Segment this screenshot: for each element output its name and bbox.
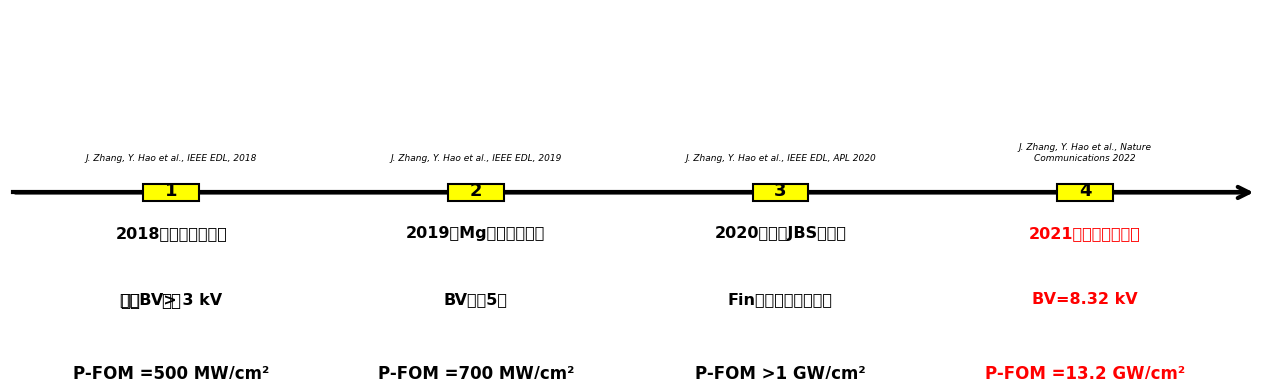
Text: P-FOM =13.2 GW/cm²: P-FOM =13.2 GW/cm² <box>985 365 1185 379</box>
Text: 首个: 首个 <box>161 292 181 310</box>
Text: 2021：新型终端技术: 2021：新型终端技术 <box>1029 226 1141 241</box>
Text: 2: 2 <box>470 182 482 200</box>
Text: 1: 1 <box>165 182 178 200</box>
Text: J. Zhang, Y. Hao et al., IEEE EDL, APL 2020: J. Zhang, Y. Hao et al., IEEE EDL, APL 2… <box>685 153 876 163</box>
FancyBboxPatch shape <box>1057 184 1113 201</box>
Text: 首个: 首个 <box>121 292 141 310</box>
Text: P-FOM =500 MW/cm²: P-FOM =500 MW/cm² <box>74 365 269 379</box>
Text: BV提升5倍: BV提升5倍 <box>444 292 508 307</box>
Text: P-FOM >1 GW/cm²: P-FOM >1 GW/cm² <box>695 365 865 379</box>
Text: 首个BV> 3 kV: 首个BV> 3 kV <box>121 292 222 307</box>
Text: J. Zhang, Y. Hao et al., IEEE EDL, 2018: J. Zhang, Y. Hao et al., IEEE EDL, 2018 <box>85 153 258 163</box>
FancyBboxPatch shape <box>753 184 808 201</box>
FancyBboxPatch shape <box>448 184 504 201</box>
Text: P-FOM =700 MW/cm²: P-FOM =700 MW/cm² <box>378 365 574 379</box>
Text: 2020：首个JBS二极管: 2020：首个JBS二极管 <box>714 226 846 241</box>
FancyBboxPatch shape <box>143 184 199 201</box>
Text: J. Zhang, Y. Hao et al., Nature
Communications 2022: J. Zhang, Y. Hao et al., Nature Communic… <box>1019 143 1151 163</box>
Text: 2018：复合场板技术: 2018：复合场板技术 <box>115 226 227 241</box>
Text: 3: 3 <box>774 182 787 200</box>
Text: Fin宽调控开启和漏电: Fin宽调控开启和漏电 <box>728 292 832 307</box>
Text: J. Zhang, Y. Hao et al., IEEE EDL, 2019: J. Zhang, Y. Hao et al., IEEE EDL, 2019 <box>390 153 562 163</box>
Text: 2019：Mg注入终端技术: 2019：Mg注入终端技术 <box>406 226 546 241</box>
Text: BV=8.32 kV: BV=8.32 kV <box>1032 292 1138 307</box>
Text: 4: 4 <box>1079 182 1091 200</box>
